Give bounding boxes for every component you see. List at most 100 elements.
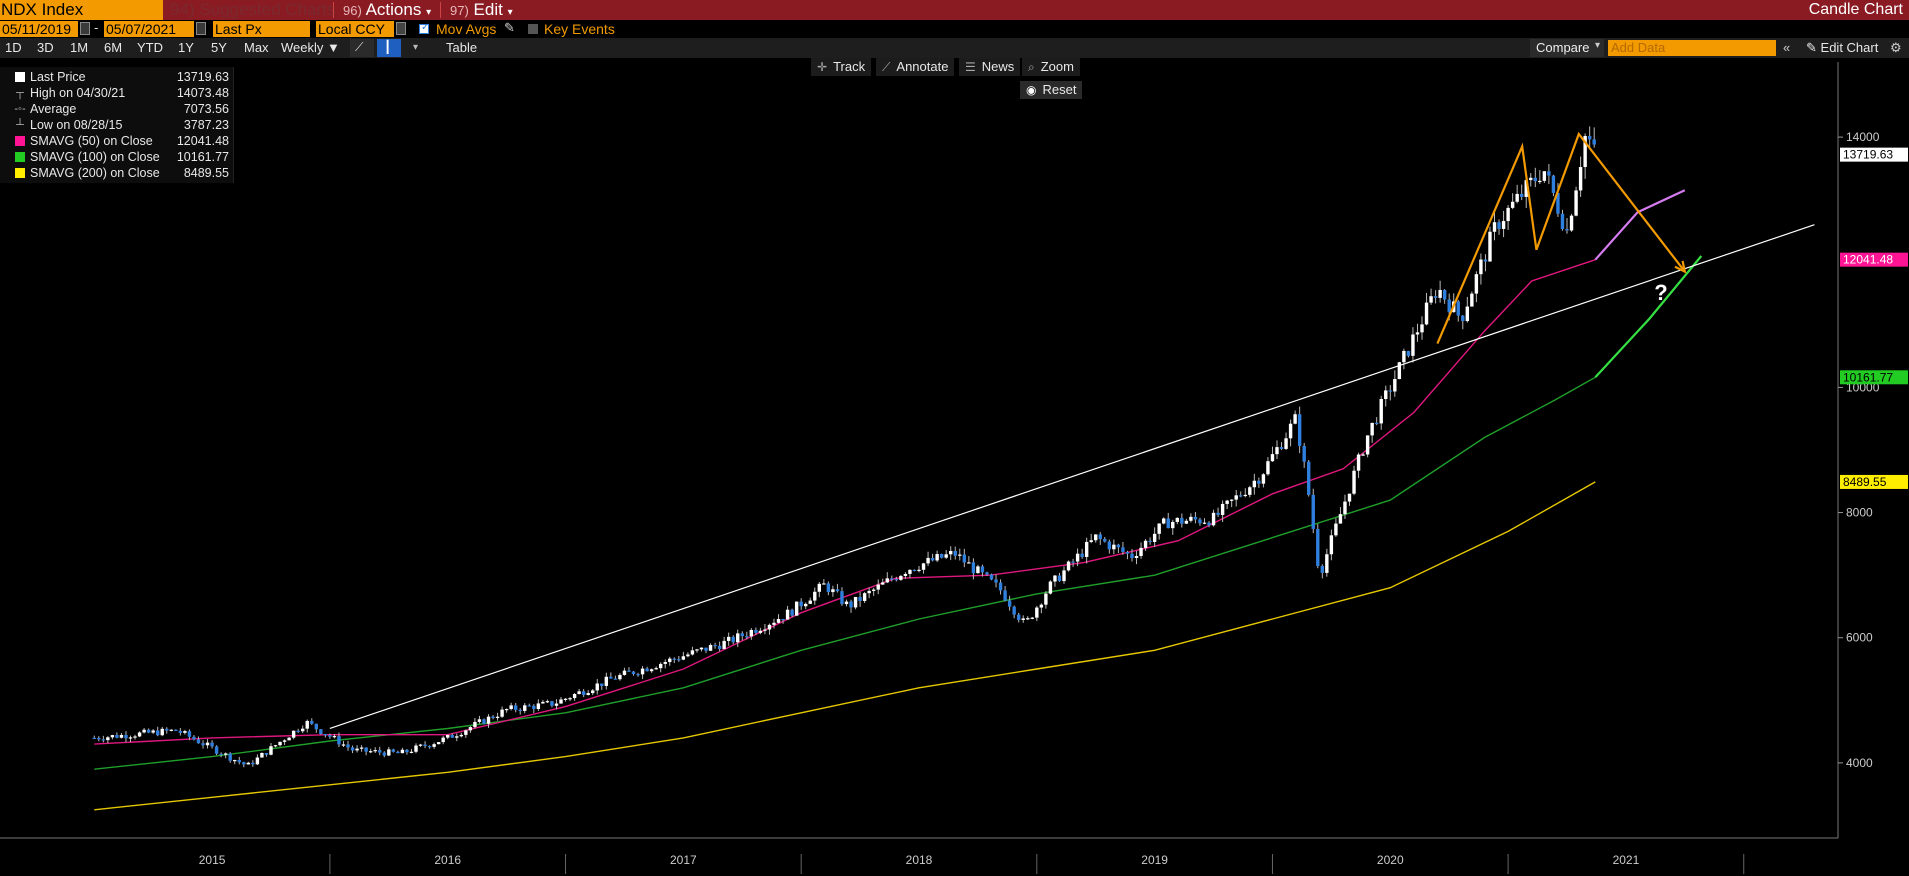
candle-body — [1488, 231, 1492, 262]
candle-body — [1429, 296, 1433, 303]
annotate-tool[interactable]: ⟋ Annotate — [876, 58, 955, 76]
candle-body — [1338, 514, 1343, 524]
chevron-down-icon[interactable]: ▾ — [413, 42, 419, 53]
edit-chart-button[interactable]: ✎ Edit Chart — [1806, 38, 1878, 58]
sma200-line — [94, 481, 1596, 811]
legend-sma50: SMAVG (50) on Close 12041.48 — [0, 133, 233, 149]
candle-body — [1510, 201, 1515, 208]
candle-body — [722, 640, 726, 650]
key-events-checkbox[interactable] — [528, 24, 538, 34]
calendar-icon[interactable] — [196, 22, 206, 35]
candle-body — [577, 691, 581, 695]
candle-body — [586, 693, 590, 695]
candle-body — [242, 762, 246, 765]
zoom-tool[interactable]: ⌕ Zoom — [1022, 58, 1080, 76]
candle-body — [1225, 500, 1229, 504]
candle-body — [1016, 614, 1021, 620]
candle-body — [1039, 604, 1044, 608]
period-6m[interactable]: 6M — [104, 40, 123, 55]
period-3d[interactable]: 3D — [37, 40, 54, 55]
collapse-icon[interactable]: « — [1783, 40, 1791, 55]
candle-body — [396, 751, 400, 754]
candle-body — [1243, 494, 1247, 497]
candle-body — [1116, 544, 1121, 548]
candle-body — [1229, 499, 1234, 501]
candles — [92, 126, 1596, 768]
currency-selector[interactable]: Local CCY — [316, 21, 394, 37]
price-badge-label: 10161.77 — [1843, 370, 1893, 384]
candle-body — [1180, 517, 1184, 524]
period-max[interactable]: Max — [244, 40, 269, 55]
edit-menu[interactable]: 97) Edit ▾ — [450, 0, 513, 20]
chevron-down-icon: ▾ — [1594, 40, 1600, 51]
candle-body — [822, 583, 826, 585]
candle-body — [414, 745, 418, 752]
candle-body — [1189, 516, 1193, 521]
candle-body — [1316, 528, 1320, 566]
candle-body — [654, 668, 658, 670]
candle-chart-button[interactable]: ┃ — [377, 39, 401, 57]
candle-body — [1352, 470, 1356, 494]
period-1d[interactable]: 1D — [5, 40, 22, 55]
pencil-icon[interactable]: ✎ — [504, 20, 515, 35]
candle-body — [124, 734, 128, 739]
candle-body — [1560, 213, 1565, 230]
candle-body — [939, 554, 944, 558]
period-1m[interactable]: 1M — [70, 40, 89, 55]
candle-body — [1139, 547, 1143, 556]
candle-body — [853, 596, 858, 608]
frequency-selector[interactable]: Weekly ▼ — [281, 38, 340, 58]
mov-avgs-checkbox[interactable]: ✓ — [419, 22, 429, 34]
sma50-line — [94, 259, 1596, 745]
compare-button[interactable]: Compare ▾ — [1530, 39, 1604, 57]
period-1y[interactable]: 1Y — [178, 40, 194, 55]
price-badge-label: 12041.48 — [1843, 253, 1893, 267]
low-marker-icon: ┴ — [16, 119, 24, 131]
candle-body — [831, 589, 835, 593]
candle-body — [627, 670, 631, 672]
candle-body — [1003, 590, 1007, 601]
actions-number: 96) — [343, 3, 362, 18]
period-ytd[interactable]: YTD — [137, 40, 163, 55]
candle-body — [119, 734, 124, 738]
ticker-field[interactable]: NDX Index — [0, 0, 163, 20]
candle-body — [1361, 454, 1365, 456]
reset-button[interactable]: ◉ Reset — [1020, 81, 1083, 99]
candle-body — [291, 730, 296, 738]
candle-body — [1587, 135, 1592, 140]
add-data-input[interactable]: Add Data — [1608, 40, 1776, 56]
track-tool[interactable]: ✛ Track — [811, 58, 872, 76]
calendar-icon[interactable] — [80, 22, 90, 35]
start-date-field[interactable]: 05/11/2019 — [0, 21, 78, 37]
candle-body — [958, 554, 962, 556]
candle-body — [844, 601, 849, 605]
end-date-field[interactable]: 05/07/2021 — [104, 21, 194, 37]
line-chart-button[interactable]: ⟋ — [350, 39, 374, 57]
gear-icon[interactable]: ⚙ — [1890, 40, 1902, 55]
suggested-charts-menu[interactable]: 94) Suggested Charts — [170, 0, 335, 20]
candle-body — [423, 744, 427, 746]
candle-body — [1175, 517, 1179, 522]
dropdown-icon[interactable] — [396, 22, 406, 35]
mov-avgs-label[interactable]: Mov Avgs — [436, 21, 497, 37]
key-events-label[interactable]: Key Events — [544, 21, 615, 37]
candle-body — [364, 747, 368, 752]
actions-menu[interactable]: 96) Actions ▾ — [343, 0, 431, 20]
candle-body — [604, 676, 609, 686]
candle-body — [659, 663, 663, 669]
reset-label: Reset — [1042, 82, 1077, 97]
legend-label: SMAVG (100) on Close — [30, 150, 160, 164]
candle-body — [301, 728, 305, 732]
news-tool[interactable]: ☰ News — [959, 58, 1021, 76]
candle-body — [287, 737, 291, 741]
candle-body — [332, 736, 337, 738]
candle-body — [1026, 618, 1030, 620]
sma50-projection — [1594, 189, 1686, 261]
candle-body — [894, 579, 899, 581]
period-5y[interactable]: 5Y — [211, 40, 227, 55]
field-selector[interactable]: Last Px — [213, 21, 310, 37]
candle-body — [418, 744, 423, 746]
table-button[interactable]: Table — [446, 40, 478, 55]
